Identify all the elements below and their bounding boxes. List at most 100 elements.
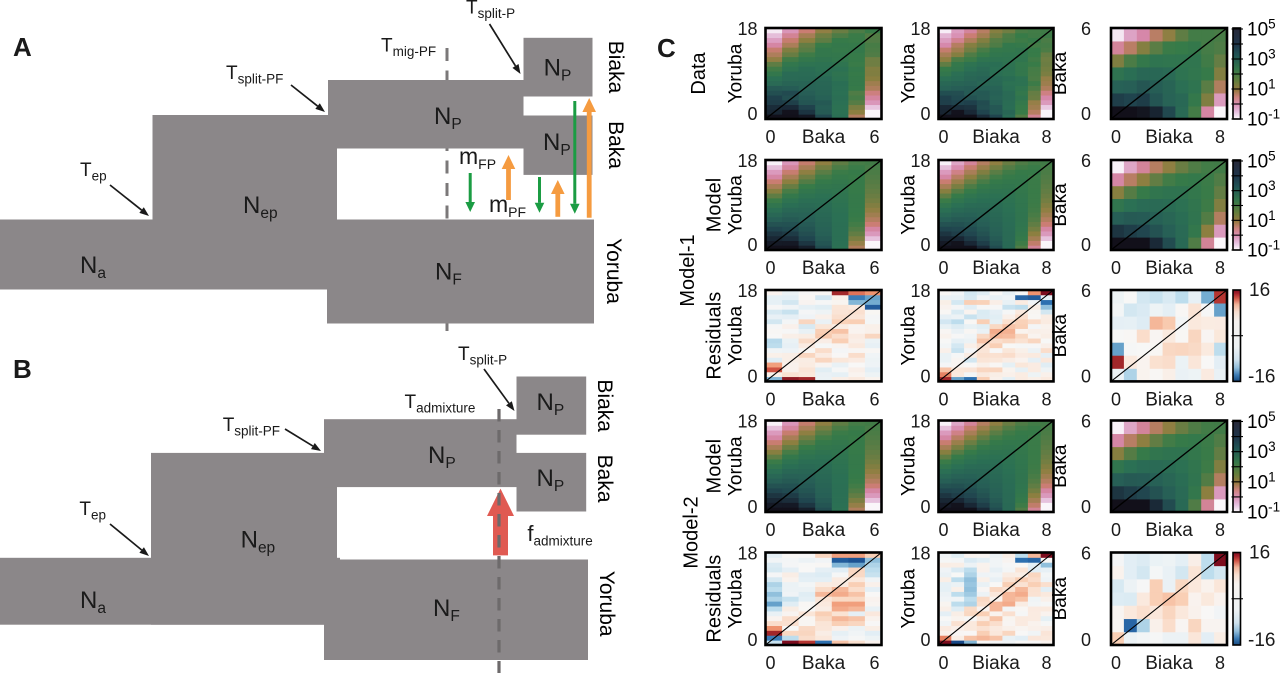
svg-text:6: 6 (1081, 544, 1091, 564)
svg-text:Baka: Baka (604, 121, 627, 169)
svg-text:0: 0 (920, 630, 930, 650)
svg-text:Yoruba: Yoruba (726, 43, 747, 103)
svg-text:18: 18 (910, 412, 930, 432)
svg-text:101: 101 (1247, 469, 1276, 493)
svg-text:Baka: Baka (802, 127, 846, 148)
svg-text:Tadmixture: Tadmixture (405, 392, 476, 416)
svg-text:6: 6 (869, 389, 879, 409)
svg-text:Yoruba: Yoruba (726, 306, 747, 366)
svg-text:Biaka: Biaka (593, 379, 616, 432)
svg-text:Baka: Baka (1050, 577, 1071, 621)
svg-text:Tsplit-P: Tsplit-P (458, 344, 507, 368)
svg-text:0: 0 (1081, 366, 1091, 386)
svg-text:0: 0 (938, 127, 948, 147)
svg-text:Yoruba: Yoruba (726, 569, 747, 629)
svg-text:0: 0 (938, 389, 948, 409)
svg-text:Data: Data (688, 52, 710, 95)
svg-text:0: 0 (1111, 258, 1121, 278)
svg-text:Biaka: Biaka (1145, 258, 1193, 279)
svg-text:8: 8 (1041, 127, 1051, 147)
svg-text:8: 8 (1041, 258, 1051, 278)
svg-text:Yoruba: Yoruba (726, 436, 747, 496)
svg-text:0: 0 (920, 235, 930, 255)
svg-text:Biaka: Biaka (1145, 127, 1193, 148)
svg-text:0: 0 (747, 630, 757, 650)
svg-text:Baka: Baka (1050, 183, 1071, 227)
svg-text:Biaka: Biaka (972, 258, 1020, 279)
svg-text:Baka: Baka (802, 389, 846, 410)
svg-text:Baka: Baka (802, 258, 846, 279)
svg-text:101: 101 (1247, 77, 1276, 101)
svg-text:8: 8 (1041, 653, 1051, 673)
svg-text:18: 18 (737, 544, 757, 564)
svg-text:18: 18 (910, 19, 930, 39)
svg-text:Yoruba: Yoruba (899, 43, 920, 103)
svg-text:0: 0 (1111, 127, 1121, 147)
svg-text:0: 0 (1081, 235, 1091, 255)
svg-text:18: 18 (910, 544, 930, 564)
svg-text:0: 0 (1111, 653, 1121, 673)
svg-text:Yoruba: Yoruba (726, 175, 747, 235)
svg-text:10-1: 10-1 (1247, 107, 1280, 131)
svg-text:6: 6 (869, 653, 879, 673)
svg-text:8: 8 (1215, 127, 1225, 147)
svg-text:Tep: Tep (79, 499, 106, 523)
svg-text:8: 8 (1215, 258, 1225, 278)
svg-text:0: 0 (747, 497, 757, 517)
svg-text:6: 6 (869, 520, 879, 540)
svg-text:8: 8 (1215, 389, 1225, 409)
svg-text:Baka: Baka (802, 653, 846, 674)
svg-text:Baka: Baka (593, 455, 616, 503)
svg-text:B: B (13, 354, 32, 384)
svg-text:0: 0 (920, 366, 930, 386)
svg-text:Tsplit-P: Tsplit-P (466, 0, 515, 21)
svg-text:Residuals: Residuals (704, 292, 726, 380)
svg-text:Model: Model (704, 178, 726, 232)
svg-text:18: 18 (737, 412, 757, 432)
svg-text:Yoruba: Yoruba (899, 175, 920, 235)
svg-text:0: 0 (920, 497, 930, 517)
svg-text:0: 0 (1081, 497, 1091, 517)
svg-text:A: A (13, 32, 32, 62)
svg-text:C: C (657, 33, 676, 63)
svg-text:18: 18 (737, 19, 757, 39)
svg-text:18: 18 (737, 151, 757, 171)
svg-text:8: 8 (1215, 653, 1225, 673)
svg-text:0: 0 (1081, 630, 1091, 650)
svg-text:Yoruba: Yoruba (602, 238, 625, 304)
svg-text:Biaka: Biaka (972, 389, 1020, 410)
svg-text:Biaka: Biaka (1145, 653, 1193, 674)
svg-text:Baka: Baka (1050, 444, 1071, 488)
svg-text:18: 18 (910, 151, 930, 171)
svg-text:Tsplit-PF: Tsplit-PF (223, 415, 280, 439)
svg-text:Yoruba: Yoruba (899, 569, 920, 629)
svg-text:16: 16 (1249, 280, 1270, 301)
svg-text:fadmixture: fadmixture (527, 521, 592, 549)
svg-text:Tep: Tep (80, 160, 107, 184)
svg-text:8: 8 (1041, 389, 1051, 409)
svg-text:Baka: Baka (1050, 314, 1071, 358)
svg-text:Tmig-PF: Tmig-PF (381, 36, 436, 60)
svg-text:0: 0 (1081, 104, 1091, 124)
svg-text:0: 0 (1111, 520, 1121, 540)
svg-text:Model: Model (704, 439, 726, 493)
svg-text:Na: Na (80, 587, 106, 617)
svg-text:105: 105 (1247, 17, 1276, 41)
svg-text:0: 0 (938, 520, 948, 540)
svg-text:NF: NF (433, 595, 460, 625)
svg-text:Baka: Baka (1050, 51, 1071, 95)
svg-text:0: 0 (765, 258, 775, 278)
svg-text:Model-1: Model-1 (677, 234, 699, 306)
svg-text:Biaka: Biaka (972, 127, 1020, 148)
svg-text:0: 0 (1111, 389, 1121, 409)
svg-text:6: 6 (1081, 412, 1091, 432)
svg-text:8: 8 (1041, 520, 1051, 540)
svg-text:Biaka: Biaka (972, 653, 1020, 674)
svg-text:10-1: 10-1 (1247, 500, 1280, 524)
svg-text:10-1: 10-1 (1247, 238, 1280, 262)
svg-text:Model-2: Model-2 (681, 496, 703, 568)
svg-text:0: 0 (920, 104, 930, 124)
svg-text:18: 18 (737, 281, 757, 301)
svg-text:Biaka: Biaka (972, 520, 1020, 541)
svg-text:0: 0 (765, 653, 775, 673)
